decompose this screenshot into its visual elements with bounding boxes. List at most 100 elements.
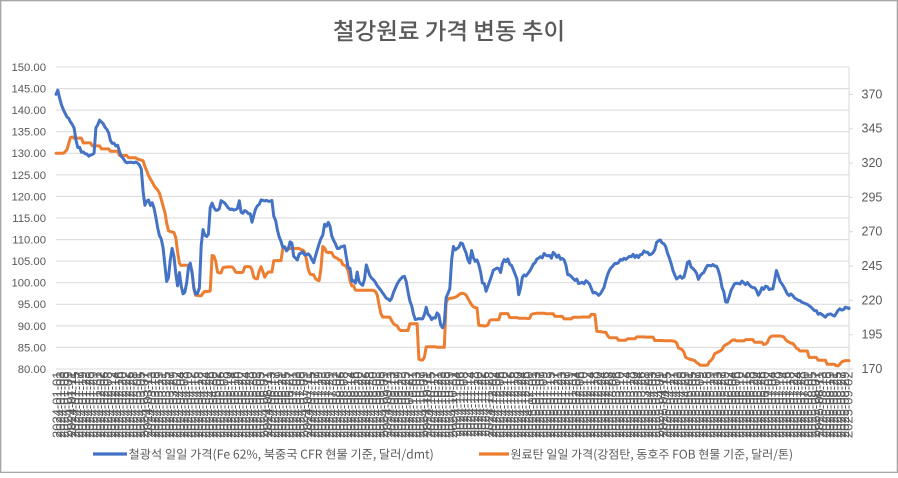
- svg-text:2025-06-02: 2025-06-02: [721, 372, 736, 439]
- svg-text:2024-09-03: 2024-09-03: [369, 372, 384, 439]
- svg-text:2025-05-21: 2025-05-21: [706, 372, 721, 439]
- svg-text:2025-04-11: 2025-04-11: [656, 372, 671, 438]
- svg-text:2024-07-01: 2024-07-01: [285, 372, 300, 439]
- svg-text:2024-08-02: 2024-08-02: [329, 372, 344, 439]
- svg-text:2025-05-13: 2025-05-13: [695, 372, 710, 439]
- svg-text:2025-06-04: 2025-06-04: [725, 372, 740, 439]
- svg-text:125.00: 125.00: [11, 170, 46, 182]
- svg-text:2025-04-17: 2025-04-17: [663, 372, 678, 439]
- svg-text:2025-01-27: 2025-01-27: [558, 372, 573, 439]
- svg-text:2025-08-01: 2025-08-01: [801, 372, 816, 439]
- svg-text:2025-05-09: 2025-05-09: [692, 372, 707, 439]
- svg-text:2025-05-15: 2025-05-15: [699, 372, 714, 439]
- svg-text:2025-04-23: 2025-04-23: [670, 372, 685, 439]
- svg-text:2024-01-01: 2024-01-01: [49, 372, 64, 439]
- svg-text:2025-01-13: 2025-01-13: [539, 372, 554, 439]
- svg-text:2025-08-11: 2025-08-11: [812, 372, 827, 438]
- svg-text:2025-05-23: 2025-05-23: [710, 372, 725, 439]
- svg-text:2024-05-20: 2024-05-20: [231, 372, 246, 439]
- svg-text:2024-02-22: 2024-02-22: [118, 372, 133, 439]
- svg-text:2024-01-15: 2024-01-15: [68, 372, 83, 439]
- svg-text:2024-12-18: 2024-12-18: [507, 372, 522, 439]
- svg-text:2024-09-05: 2024-09-05: [372, 372, 387, 439]
- svg-text:2025-05-27: 2025-05-27: [714, 372, 729, 439]
- svg-text:2025-02-24: 2025-02-24: [594, 372, 609, 439]
- svg-text:2024-03-19: 2024-03-19: [151, 372, 166, 439]
- svg-text:2025-02-14: 2025-02-14: [583, 372, 598, 439]
- svg-text:90.00: 90.00: [18, 321, 46, 333]
- svg-text:2025-07-28: 2025-07-28: [793, 372, 808, 439]
- svg-text:2024-08-22: 2024-08-22: [354, 372, 369, 439]
- svg-text:2025-02-04: 2025-02-04: [568, 372, 583, 439]
- svg-text:140.00: 140.00: [11, 105, 46, 117]
- svg-text:2024-12-06: 2024-12-06: [492, 372, 507, 439]
- svg-text:2024-04-30: 2024-04-30: [206, 372, 221, 439]
- svg-text:2024-03-21: 2024-03-21: [155, 372, 170, 439]
- svg-text:2024-05-28: 2024-05-28: [242, 372, 257, 439]
- svg-text:2024-11-20: 2024-11-20: [470, 372, 485, 438]
- svg-text:2024-07-05: 2024-07-05: [293, 372, 308, 439]
- svg-text:2024-09-17: 2024-09-17: [387, 372, 402, 439]
- svg-text:2024-11-28: 2024-11-28: [481, 372, 496, 438]
- svg-text:2024-06-03: 2024-06-03: [249, 372, 264, 439]
- svg-text:2024-09-19: 2024-09-19: [391, 372, 406, 439]
- svg-text:2025-03-20: 2025-03-20: [627, 372, 642, 439]
- svg-text:2025-06-10: 2025-06-10: [732, 372, 747, 439]
- svg-text:2025-01-15: 2025-01-15: [543, 372, 558, 439]
- svg-text:2024-05-06: 2024-05-06: [213, 372, 228, 439]
- svg-text:2025-01-03: 2025-01-03: [529, 372, 544, 439]
- svg-text:105.00: 105.00: [11, 256, 46, 268]
- svg-text:2025-04-03: 2025-04-03: [645, 372, 660, 439]
- svg-text:195: 195: [862, 328, 883, 342]
- svg-text:2024-12-20: 2024-12-20: [510, 372, 525, 439]
- svg-text:2024-01-29: 2024-01-29: [86, 372, 101, 439]
- svg-text:2024-09-13: 2024-09-13: [383, 372, 398, 439]
- svg-text:2024-05-02: 2024-05-02: [209, 372, 224, 439]
- svg-text:2024-11-06: 2024-11-06: [452, 372, 467, 438]
- svg-text:2025-05-05: 2025-05-05: [685, 372, 700, 439]
- svg-text:2025-08-25: 2025-08-25: [830, 372, 845, 439]
- svg-text:2025-05-19: 2025-05-19: [703, 372, 718, 439]
- svg-text:2025-01-29: 2025-01-29: [561, 372, 576, 439]
- svg-text:295: 295: [862, 190, 883, 204]
- svg-text:2024-04-26: 2024-04-26: [202, 372, 217, 439]
- svg-text:2024-05-10: 2024-05-10: [220, 372, 235, 439]
- svg-text:2024-02-06: 2024-02-06: [97, 372, 112, 439]
- svg-text:2024-07-03: 2024-07-03: [289, 372, 304, 439]
- svg-text:2024-09-27: 2024-09-27: [401, 372, 416, 439]
- svg-text:2024-07-11: 2024-07-11: [300, 372, 315, 438]
- svg-text:2024-10-31: 2024-10-31: [445, 372, 460, 439]
- svg-text:2024-03-29: 2024-03-29: [166, 372, 181, 439]
- svg-text:2024-11-22: 2024-11-22: [474, 372, 489, 438]
- svg-text:2025-02-28: 2025-02-28: [601, 372, 616, 439]
- svg-text:320: 320: [862, 156, 883, 170]
- svg-text:2024-02-26: 2024-02-26: [122, 372, 137, 439]
- svg-text:2025-06-18: 2025-06-18: [743, 372, 758, 439]
- svg-text:2024-08-08: 2024-08-08: [336, 372, 351, 439]
- svg-text:145.00: 145.00: [11, 84, 46, 96]
- svg-text:2024-04-22: 2024-04-22: [195, 372, 210, 439]
- svg-text:2024-05-30: 2024-05-30: [245, 372, 260, 439]
- svg-text:2025-07-04: 2025-07-04: [764, 372, 779, 439]
- svg-text:2024-09-09: 2024-09-09: [376, 372, 391, 439]
- svg-text:2024-05-14: 2024-05-14: [224, 372, 239, 439]
- svg-text:2025-02-12: 2025-02-12: [579, 372, 594, 439]
- svg-text:2024-10-15: 2024-10-15: [423, 372, 438, 439]
- svg-text:135.00: 135.00: [11, 127, 46, 139]
- svg-text:2024-01-23: 2024-01-23: [78, 372, 93, 439]
- svg-text:2024-07-19: 2024-07-19: [311, 372, 326, 439]
- svg-text:2025-04-25: 2025-04-25: [674, 372, 689, 439]
- svg-text:2024-03-07: 2024-03-07: [137, 372, 152, 439]
- svg-text:2024-04-24: 2024-04-24: [198, 372, 213, 439]
- svg-text:2025-08-27: 2025-08-27: [833, 372, 848, 439]
- svg-text:2024-04-18: 2024-04-18: [191, 372, 206, 439]
- svg-text:2025-07-16: 2025-07-16: [779, 372, 794, 439]
- svg-text:2025-04-29: 2025-04-29: [677, 372, 692, 439]
- svg-text:2024-03-15: 2024-03-15: [147, 372, 162, 439]
- svg-text:245: 245: [862, 259, 883, 273]
- svg-text:2024-07-17: 2024-07-17: [307, 372, 322, 439]
- svg-text:2024-08-16: 2024-08-16: [347, 372, 362, 439]
- svg-text:110.00: 110.00: [12, 235, 46, 247]
- svg-text:2024-07-31: 2024-07-31: [325, 372, 340, 439]
- svg-text:2024-06-21: 2024-06-21: [274, 372, 289, 439]
